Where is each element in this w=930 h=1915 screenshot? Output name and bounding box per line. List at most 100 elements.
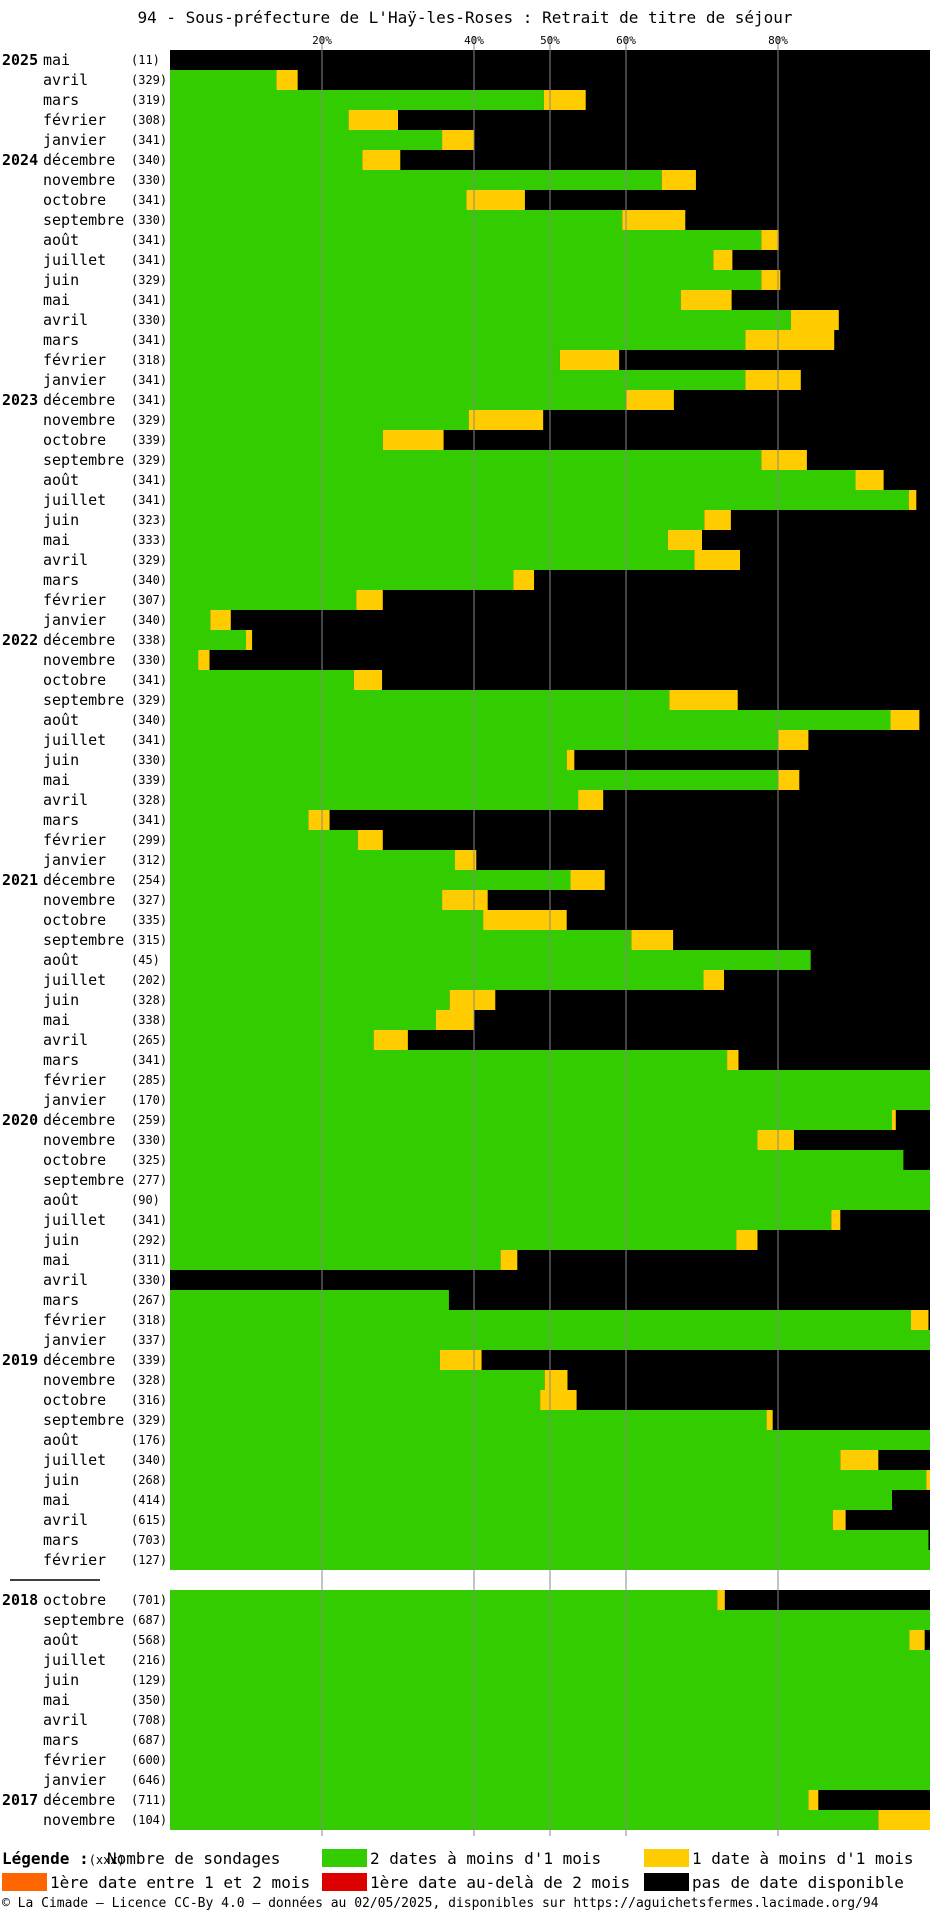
month-label: mai bbox=[43, 291, 70, 309]
legend-title: Légende :(xxx) bbox=[2, 1849, 125, 1868]
bar-yellow bbox=[449, 990, 496, 1010]
month-label: août bbox=[43, 951, 79, 969]
bar-yellow bbox=[246, 630, 253, 650]
bar-yellow bbox=[566, 750, 575, 770]
bar-yellow bbox=[357, 830, 383, 850]
year-label: 2021 bbox=[2, 871, 38, 889]
legend-label-yellow: 1 date à moins d'1 mois bbox=[692, 1849, 914, 1868]
month-label: octobre bbox=[43, 1591, 106, 1609]
month-label: octobre bbox=[43, 431, 106, 449]
year-label: 2017 bbox=[2, 1791, 38, 1809]
month-label: juin bbox=[43, 991, 79, 1009]
count-label: (268) bbox=[131, 1473, 167, 1487]
count-label: (341) bbox=[131, 473, 167, 487]
count-label: (341) bbox=[131, 133, 167, 147]
bar-green bbox=[170, 790, 579, 810]
month-label: avril bbox=[43, 791, 88, 809]
bar-yellow bbox=[483, 910, 567, 930]
bar-green bbox=[170, 450, 762, 470]
bar-green bbox=[170, 250, 714, 270]
month-label: octobre bbox=[43, 1151, 106, 1169]
count-label: (711) bbox=[131, 1793, 167, 1807]
count-label: (254) bbox=[131, 873, 167, 887]
month-label: juin bbox=[43, 511, 79, 529]
bar-green bbox=[170, 1470, 927, 1490]
bar-green bbox=[170, 1310, 911, 1330]
bar-yellow bbox=[578, 790, 604, 810]
month-label: juillet bbox=[43, 251, 106, 269]
count-label: (341) bbox=[131, 193, 167, 207]
bar-green bbox=[170, 290, 681, 310]
count-label: (703) bbox=[131, 1533, 167, 1547]
month-label: février bbox=[43, 111, 106, 129]
bar-green bbox=[170, 550, 695, 570]
bar-yellow bbox=[348, 110, 398, 130]
count-label: (329) bbox=[131, 73, 167, 87]
year-label: 2022 bbox=[2, 631, 38, 649]
count-label: (127) bbox=[131, 1553, 167, 1567]
bar-green bbox=[170, 1230, 737, 1250]
count-label: (350) bbox=[131, 1693, 167, 1707]
bar-yellow bbox=[878, 1810, 930, 1830]
bar-green bbox=[170, 1290, 449, 1310]
bar-yellow bbox=[669, 690, 738, 710]
month-label: septembre bbox=[43, 1411, 124, 1429]
month-label: avril bbox=[43, 71, 88, 89]
legend-count-label: Nombre de sondages bbox=[107, 1849, 281, 1868]
bar-yellow bbox=[198, 650, 210, 670]
month-label: novembre bbox=[43, 1371, 115, 1389]
footer-credits: © La Cimade — Licence CC-By 4.0 — donnée… bbox=[2, 1896, 879, 1911]
count-label: (339) bbox=[131, 1353, 167, 1367]
month-label: juillet bbox=[43, 971, 106, 989]
month-label: mars bbox=[43, 1291, 79, 1309]
bar-green bbox=[170, 1130, 758, 1150]
month-label: janvier bbox=[43, 371, 106, 389]
count-label: (311) bbox=[131, 1253, 167, 1267]
month-label: février bbox=[43, 1071, 106, 1089]
month-label: janvier bbox=[43, 1331, 106, 1349]
bar-yellow bbox=[727, 1050, 739, 1070]
month-label: décembre bbox=[43, 391, 115, 409]
count-label: (330) bbox=[131, 753, 167, 767]
count-label: (265) bbox=[131, 1033, 167, 1047]
bar-green bbox=[170, 470, 856, 490]
bar-yellow bbox=[757, 1130, 794, 1150]
count-label: (316) bbox=[131, 1393, 167, 1407]
month-label: mai bbox=[43, 51, 70, 69]
bar-yellow bbox=[694, 550, 740, 570]
month-label: décembre bbox=[43, 151, 115, 169]
bar-yellow bbox=[626, 390, 674, 410]
bar-yellow bbox=[667, 530, 702, 550]
count-label: (701) bbox=[131, 1593, 167, 1607]
month-label: août bbox=[43, 231, 79, 249]
month-label: septembre bbox=[43, 1171, 124, 1189]
bar-yellow bbox=[468, 410, 544, 430]
bar-green bbox=[170, 610, 211, 630]
bar-green bbox=[170, 1790, 809, 1810]
month-label: octobre bbox=[43, 671, 106, 689]
month-label: mai bbox=[43, 1691, 70, 1709]
legend-label-black: pas de date disponible bbox=[692, 1873, 904, 1892]
x-tick-label: 50% bbox=[540, 34, 560, 47]
bar-yellow bbox=[631, 930, 674, 950]
bar-yellow bbox=[382, 430, 444, 450]
bar-yellow bbox=[908, 490, 917, 510]
bar-green bbox=[170, 1390, 541, 1410]
month-label: avril bbox=[43, 1271, 88, 1289]
month-label: novembre bbox=[43, 1131, 115, 1149]
month-label: août bbox=[43, 1191, 79, 1209]
month-label: septembre bbox=[43, 1611, 124, 1629]
count-label: (329) bbox=[131, 693, 167, 707]
x-tick-label: 40% bbox=[464, 34, 484, 47]
month-label: juin bbox=[43, 271, 79, 289]
month-label: mars bbox=[43, 571, 79, 589]
count-label: (341) bbox=[131, 1053, 167, 1067]
bar-chart: 2025 mai (11) avril (329) mars (319) février (30… bbox=[2, 34, 930, 1836]
legend-label-red: 1ère date au-delà de 2 mois bbox=[370, 1873, 631, 1892]
bar-green bbox=[170, 570, 514, 590]
bar-green bbox=[170, 210, 623, 230]
year-label: 2019 bbox=[2, 1351, 38, 1369]
bar-yellow bbox=[544, 1370, 568, 1390]
bar-yellow bbox=[436, 1010, 474, 1030]
x-tick-label: 60% bbox=[616, 34, 636, 47]
